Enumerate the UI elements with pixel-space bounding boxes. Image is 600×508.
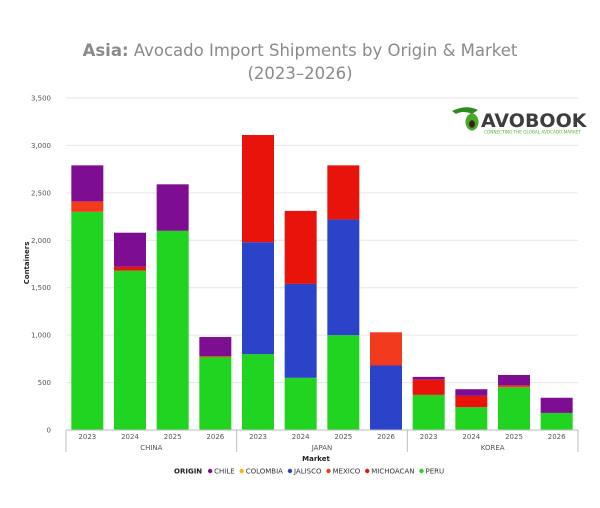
bars-layer xyxy=(71,134,573,430)
x-tick-label: 2024 xyxy=(462,433,480,441)
y-tick-label: 500 xyxy=(38,379,51,387)
bar-segment-peru xyxy=(412,394,445,430)
x-tick-label: 2024 xyxy=(292,433,310,441)
x-tick-label: 2026 xyxy=(206,433,224,441)
bar-segment-chile xyxy=(156,184,189,231)
bar-segment-michoacan xyxy=(327,165,360,220)
legend-marker-mexico xyxy=(326,468,331,474)
bar-segment-michoacan xyxy=(412,379,445,395)
bar-segment-jalisco xyxy=(242,242,274,355)
x-tick-label: 2026 xyxy=(377,433,395,441)
bar-segment-chile xyxy=(498,374,530,386)
chart-title-rest: Avocado Import Shipments by Origin & Mar… xyxy=(129,41,518,60)
x-axis-title: Market xyxy=(302,455,330,463)
bar-segment-jalisco xyxy=(284,283,317,378)
legend-marker-colombia xyxy=(239,468,244,474)
y-axis-ticks: 0 500 1,000 1,500 2,000 2,500 3,000 3,500 xyxy=(31,95,51,435)
bar-segment-peru xyxy=(327,335,360,430)
bar-segment-peru xyxy=(284,377,317,430)
group-label: CHINA xyxy=(140,444,162,452)
y-tick-label: 3,000 xyxy=(31,142,51,150)
bar-segment-michoacan xyxy=(455,395,488,408)
legend-label-michoacan: MICHOACAN xyxy=(371,468,414,476)
y-tick-label: 0 xyxy=(47,427,51,435)
x-tick-label: 2025 xyxy=(164,433,182,441)
y-tick-label: 1,500 xyxy=(31,284,51,292)
legend-title: ORIGIN xyxy=(174,468,202,476)
legend-label-chile: CHILE xyxy=(214,468,235,476)
avobook-logo: AVOBOOK CONNECTING THE GLOBAL AVOCADO MA… xyxy=(452,107,588,135)
x-tick-label: 2023 xyxy=(249,433,267,441)
bar-segment-mexico xyxy=(199,356,232,357)
legend-label-peru: PERU xyxy=(425,468,444,476)
bar-segment-peru xyxy=(114,270,146,430)
x-tick-label: 2024 xyxy=(121,433,139,441)
bar-segment-peru xyxy=(71,211,104,430)
y-tick-label: 1,000 xyxy=(31,332,51,340)
bar-segment-peru xyxy=(540,412,573,430)
legend-label-colombia: COLOMBIA xyxy=(246,468,283,476)
logo-tagline: CONNECTING THE GLOBAL AVOCADO MARKET xyxy=(484,130,581,135)
legend-marker-peru xyxy=(419,468,424,474)
avocado-logo-icon xyxy=(452,107,479,131)
legend-marker-jalisco xyxy=(287,468,293,474)
legend-marker-michoacan xyxy=(365,468,370,474)
group-label: JAPAN xyxy=(311,444,333,452)
bar-segment-jalisco xyxy=(327,219,360,336)
x-tick-label: 2026 xyxy=(548,433,566,441)
x-tick-label: 2023 xyxy=(78,433,96,441)
group-label: KOREA xyxy=(481,444,505,452)
chart-title: Asia: Avocado Import Shipments by Origin… xyxy=(83,41,518,60)
bar-segment-michoacan xyxy=(284,210,317,284)
legend-label-jalisco: JALISCO xyxy=(293,468,322,476)
bar-segment-peru xyxy=(199,356,232,430)
x-tick-label: 2025 xyxy=(334,433,352,441)
bar-segment-peru xyxy=(455,407,488,430)
bar-segment-peru xyxy=(156,230,189,430)
bar-segment-chile xyxy=(540,397,573,413)
bar-segment-mexico xyxy=(370,332,402,366)
x-tick-label: 2025 xyxy=(505,433,523,441)
bar-segment-jalisco xyxy=(370,365,402,430)
bar-segment-chile xyxy=(71,165,104,202)
legend-marker-chile xyxy=(207,468,213,474)
bar-segment-michoacan xyxy=(242,134,274,243)
bar-segment-mexico xyxy=(71,201,104,212)
bar-segment-michoacan xyxy=(114,266,146,271)
legend-label-mexico: MEXICO xyxy=(333,468,361,476)
x-axis-ticks: 2023 2024 2025 2026 2023 2024 2025 2026 2023 2024… xyxy=(65,429,579,452)
y-tick-label: 2,000 xyxy=(31,237,51,245)
y-tick-label: 2,500 xyxy=(31,189,51,197)
bar-segment-peru xyxy=(242,354,274,430)
bar-segment-mexico xyxy=(498,385,530,388)
y-tick-label: 3,500 xyxy=(31,95,51,103)
x-tick-label: 2023 xyxy=(420,433,438,441)
y-axis-title: Containers xyxy=(23,242,31,285)
bar-segment-peru xyxy=(498,387,530,430)
logo-text: AVOBOOK xyxy=(481,110,588,132)
legend: ORIGIN CHILE COLOMBIA JALISCO MEXICO MICHOACA… xyxy=(174,468,444,476)
bar-segment-chile xyxy=(114,232,146,267)
chart-title-bold: Asia: xyxy=(83,41,129,60)
bar-segment-chile xyxy=(199,337,232,357)
bar-segment-chile xyxy=(455,389,488,396)
bar-segment-chile xyxy=(412,376,445,380)
chart-subtitle: (2023–2026) xyxy=(247,64,352,83)
